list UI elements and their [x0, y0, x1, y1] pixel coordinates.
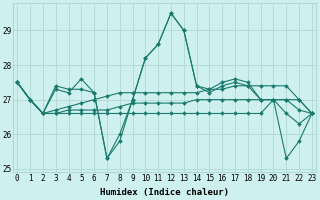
- X-axis label: Humidex (Indice chaleur): Humidex (Indice chaleur): [100, 188, 229, 197]
